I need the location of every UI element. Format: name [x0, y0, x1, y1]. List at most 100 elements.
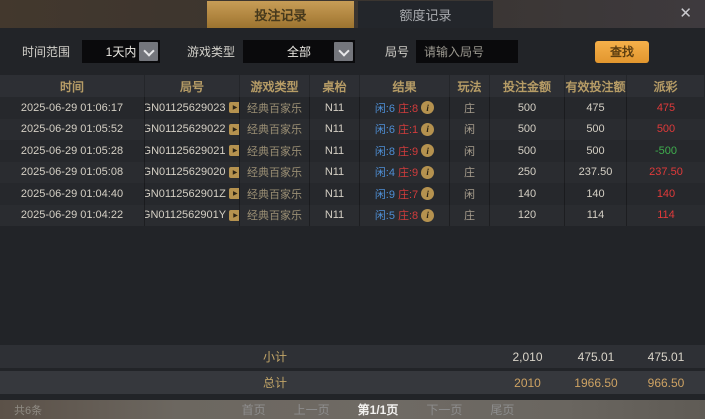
col-header-time: 时间 — [0, 75, 145, 97]
cell-game-type: 经典百家乐 — [240, 118, 310, 140]
video-replay-icon[interactable]: ▶ — [228, 102, 239, 114]
col-header-result: 结果 — [360, 75, 450, 97]
table-row: 2025-06-29 01:04:40 GN0112562901Z ▶ 经典百家… — [0, 183, 705, 205]
cell-bet-amount: 500 — [490, 118, 565, 140]
result-banker: 庄:9 — [398, 167, 419, 180]
result-banker: 庄:9 — [398, 145, 419, 158]
cell-time: 2025-06-29 01:06:17 — [0, 97, 145, 119]
cell-result: 闲:6 庄:8 i — [360, 97, 450, 119]
round-number-input[interactable] — [416, 40, 519, 63]
time-range-value: 1天内 — [105, 45, 137, 59]
result-banker: 庄:7 — [398, 188, 419, 201]
prev-page-button[interactable]: 上一页 — [293, 403, 330, 417]
cell-time: 2025-06-29 01:05:28 — [0, 140, 145, 162]
chevron-down-icon[interactable] — [334, 42, 354, 61]
cell-bet-amount: 500 — [490, 97, 565, 119]
cell-bet-amount: 250 — [490, 161, 565, 183]
cell-round: GN01125629021 ▶ — [145, 140, 240, 162]
table-row: 2025-06-29 01:05:52 GN01125629022 ▶ 经典百家… — [0, 118, 705, 140]
cell-table: N11 — [310, 161, 360, 183]
video-replay-icon[interactable]: ▶ — [228, 123, 239, 135]
col-header-play: 玩法 — [450, 75, 490, 97]
cell-time: 2025-06-29 01:05:52 — [0, 118, 145, 140]
round-number: GN01125629023 — [145, 101, 226, 114]
subtotal-valid: 475.01 — [577, 349, 615, 364]
cell-play: 闲 — [450, 118, 490, 140]
result-player: 闲:4 — [374, 167, 395, 180]
cell-time: 2025-06-29 01:05:08 — [0, 161, 145, 183]
cell-result: 闲:6 庄:1 i — [360, 118, 450, 140]
video-replay-icon[interactable]: ▶ — [229, 209, 239, 221]
cell-game-type: 经典百家乐 — [240, 204, 310, 226]
result-banker: 庄:1 — [398, 124, 419, 137]
last-page-button[interactable]: 尾页 — [490, 403, 515, 417]
total-label: 总计 — [262, 376, 287, 390]
total-row: 总计 2010 1966.50 966.50 — [0, 371, 705, 394]
search-button[interactable]: 查找 — [595, 40, 650, 63]
result-player: 闲:6 — [374, 102, 395, 115]
cell-game-type: 经典百家乐 — [240, 161, 310, 183]
cell-bet-amount: 120 — [490, 204, 565, 226]
tab-betting-records[interactable]: 投注记录 — [207, 1, 354, 28]
info-icon[interactable]: i — [421, 187, 435, 201]
cell-payout: 237.50 — [649, 166, 683, 179]
round-number: GN01125629020 — [145, 166, 226, 179]
cell-game-type: 经典百家乐 — [240, 140, 310, 162]
cell-payout: 475 — [656, 101, 676, 114]
cell-play: 闲 — [450, 183, 490, 205]
pagination: 首页 上一页 第1/1页 下一页 尾页 — [242, 401, 515, 418]
cell-time: 2025-06-29 01:04:40 — [0, 183, 145, 205]
close-icon[interactable]: ✕ — [679, 5, 692, 22]
table-row: 2025-06-29 01:04:22 GN0112562901Y ▶ 经典百家… — [0, 204, 705, 226]
cell-payout: 500 — [656, 123, 676, 136]
cell-round: GN0112562901Z ▶ — [145, 183, 240, 205]
next-page-button[interactable]: 下一页 — [426, 403, 463, 417]
cell-valid-bet: 237.50 — [565, 161, 627, 183]
cell-table: N11 — [310, 118, 360, 140]
result-banker: 庄:8 — [398, 210, 419, 223]
tab-quota-records[interactable]: 额度记录 — [358, 1, 493, 28]
cell-payout: -500 — [654, 144, 678, 157]
result-player: 闲:6 — [374, 124, 395, 137]
subtotal-label: 小计 — [262, 350, 287, 364]
cell-bet-amount: 500 — [490, 140, 565, 162]
result-player: 闲:9 — [374, 188, 395, 201]
pagination-bar: 共6条 首页 上一页 第1/1页 下一页 尾页 — [0, 400, 705, 419]
time-range-select[interactable]: 1天内 — [82, 40, 161, 63]
current-page-label: 第1/1页 — [357, 403, 399, 417]
cell-valid-bet: 500 — [565, 118, 627, 140]
col-header-valid-bet: 有效投注额 — [565, 75, 627, 97]
cell-round: GN01125629020 ▶ — [145, 161, 240, 183]
cell-valid-bet: 140 — [565, 183, 627, 205]
table-row: 2025-06-29 01:06:17 GN01125629023 ▶ 经典百家… — [0, 97, 705, 119]
filter-bar: 时间范围 1天内 游戏类型 全部 局号 查找 — [0, 28, 705, 75]
video-replay-icon[interactable]: ▶ — [228, 145, 239, 157]
cell-valid-bet: 114 — [565, 204, 627, 226]
total-valid: 1966.50 — [574, 375, 618, 390]
round-number: GN01125629021 — [145, 144, 226, 157]
round-number: GN0112562901Y — [145, 209, 227, 222]
col-header-table: 桌枱 — [310, 75, 360, 97]
record-count: 共6条 — [14, 404, 43, 417]
chevron-down-icon[interactable] — [139, 42, 159, 61]
table-header-row: 时间 局号 游戏类型 桌枱 结果 玩法 投注金额 有效投注额 派彩 — [0, 75, 705, 97]
info-icon[interactable]: i — [421, 144, 435, 158]
info-icon[interactable]: i — [421, 101, 435, 115]
cell-result: 闲:4 庄:9 i — [360, 161, 450, 183]
info-icon[interactable]: i — [421, 208, 435, 222]
cell-bet-amount: 140 — [490, 183, 565, 205]
round-number: GN01125629022 — [145, 123, 226, 136]
cell-table: N11 — [310, 140, 360, 162]
info-icon[interactable]: i — [421, 165, 435, 179]
first-page-button[interactable]: 首页 — [241, 403, 266, 417]
records-panel: 时间范围 1天内 游戏类型 全部 局号 查找 时间 局号 游戏类型 桌枱 结果 … — [0, 28, 705, 400]
total-bet: 2010 — [514, 375, 541, 390]
cell-result: 闲:9 庄:7 i — [360, 183, 450, 205]
game-type-label: 游戏类型 — [187, 45, 236, 59]
game-type-select[interactable]: 全部 — [243, 40, 356, 63]
time-range-label: 时间范围 — [22, 45, 71, 59]
cell-result: 闲:5 庄:8 i — [360, 204, 450, 226]
video-replay-icon[interactable]: ▶ — [228, 166, 239, 178]
video-replay-icon[interactable]: ▶ — [228, 188, 239, 200]
info-icon[interactable]: i — [421, 122, 435, 136]
